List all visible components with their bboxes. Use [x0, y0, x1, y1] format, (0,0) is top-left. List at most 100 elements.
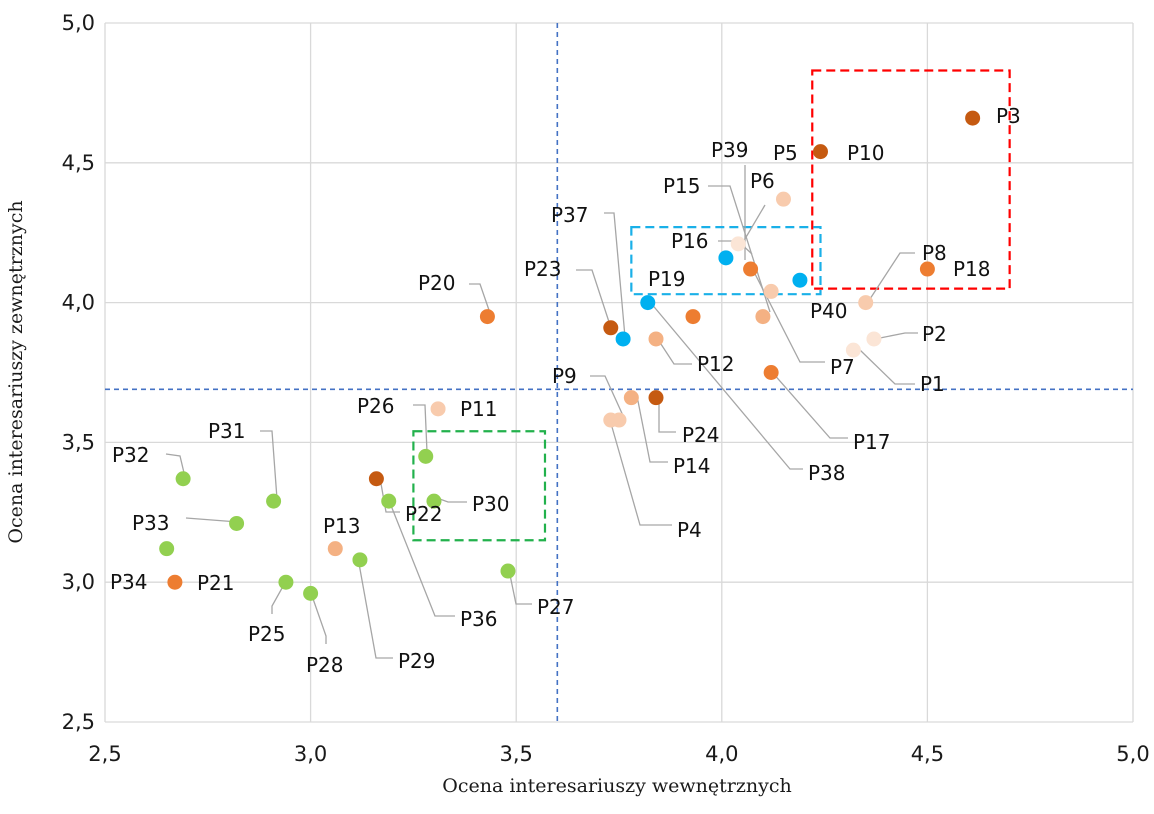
point-p6 [730, 236, 746, 252]
point-label: P21 [197, 571, 235, 595]
y-tick-label: 3,5 [62, 430, 95, 454]
point-p14 [623, 390, 639, 406]
reference-lines [105, 23, 1133, 722]
point-label: P3 [996, 104, 1021, 128]
point-p12 [648, 331, 664, 347]
point-label: P7 [830, 355, 855, 379]
point-label: P20 [418, 271, 456, 295]
point-p27 [500, 563, 516, 579]
point-label: P26 [357, 394, 395, 418]
point-p23 [603, 320, 619, 336]
highlight-box [811, 69, 1011, 290]
point-label: P40 [810, 299, 848, 323]
point-p7 [763, 283, 779, 299]
point-label: P29 [398, 649, 436, 673]
point-p18 [919, 261, 935, 277]
y-tick-label: 3,0 [62, 570, 95, 594]
leader-line [879, 332, 918, 339]
leader-line [636, 395, 668, 463]
point-p33 [229, 515, 245, 531]
leader-line [387, 497, 455, 617]
point-label: P22 [405, 502, 443, 526]
leader-line [867, 252, 915, 303]
point-label: P24 [682, 423, 720, 447]
leader-line [185, 517, 239, 523]
highlight-boxes [412, 69, 1011, 542]
point-label: P6 [750, 169, 775, 193]
point-p32 [175, 471, 191, 487]
leader-lines [165, 165, 918, 659]
point-label: P32 [112, 443, 150, 467]
point-p17 [763, 365, 779, 380]
point-p19 [640, 295, 656, 311]
point-label: P18 [953, 257, 991, 281]
y-tick-label: 5,0 [62, 11, 95, 35]
point-label: P30 [472, 492, 510, 516]
leader-line [165, 453, 186, 478]
point-label: P31 [208, 419, 246, 443]
y-tick-label: 4,0 [62, 291, 95, 315]
point-label: P5 [773, 141, 798, 165]
point-label: P17 [853, 430, 891, 454]
point-label: P39 [711, 138, 749, 162]
point-label: P23 [524, 257, 562, 281]
leader-line [658, 396, 676, 433]
data-points [159, 110, 981, 601]
highlight-box [412, 430, 547, 542]
leader-line [649, 301, 803, 470]
leader-line [859, 349, 915, 385]
x-tick-label: 5,0 [1116, 742, 1149, 766]
leader-line [576, 269, 611, 326]
leader-line [413, 404, 428, 453]
point-label: P4 [677, 518, 702, 542]
point-p10 [812, 144, 828, 160]
leader-line [508, 569, 532, 605]
leader-line [469, 283, 491, 314]
y-tick-labels: 2,5 3,0 3,5 4,0 4,5 5,0 [62, 11, 95, 734]
highlight-box [630, 226, 822, 296]
point-label: P10 [847, 141, 885, 165]
x-tick-label: 2,5 [88, 742, 121, 766]
point-p3 [965, 110, 981, 126]
point-p29 [352, 552, 368, 568]
point-p20 [479, 309, 495, 325]
point-label: P2 [922, 322, 947, 346]
point-p22 [368, 471, 384, 487]
point-p13 [327, 541, 343, 557]
leader-line [609, 419, 672, 526]
point-p39 [743, 261, 759, 277]
point-label: P25 [248, 622, 286, 646]
point-p15 [755, 309, 771, 325]
point-p36 [381, 493, 397, 509]
point-p2 [866, 331, 882, 347]
point-p38 [685, 309, 701, 325]
point-label: P38 [808, 461, 846, 485]
point-label: P9 [552, 364, 577, 388]
point-p40 [792, 272, 808, 288]
point-p37 [615, 331, 631, 347]
point-label: P12 [697, 352, 735, 376]
leader-line [604, 212, 626, 338]
point-p16 [718, 250, 734, 266]
leader-line [357, 557, 393, 659]
point-p9 [611, 412, 627, 428]
point-label: P11 [460, 397, 498, 421]
x-tick-labels: 2,5 3,0 3,5 4,0 4,5 5,0 [88, 742, 1149, 766]
point-label: P8 [922, 241, 947, 265]
y-axis-title: Ocena interesariuszy zewnętrznych [5, 200, 27, 543]
x-tick-label: 4,5 [911, 742, 944, 766]
point-labels: P1 P2 P3 P4 P5 P6 P7 P8 P9 P10 P11 P12 P13 P14 P15 P16 P… [110, 104, 1021, 677]
x-tick-label: 3,0 [294, 742, 327, 766]
point-p25 [278, 574, 294, 590]
point-p26 [418, 448, 434, 464]
point-label: P13 [323, 514, 361, 538]
leader-line [771, 371, 848, 439]
leader-line [751, 267, 825, 363]
point-p31 [266, 493, 282, 509]
point-p11 [430, 401, 446, 417]
leader-line [590, 375, 626, 421]
point-label: P33 [132, 511, 170, 535]
point-label: P1 [920, 372, 945, 396]
x-tick-label: 3,5 [499, 742, 532, 766]
